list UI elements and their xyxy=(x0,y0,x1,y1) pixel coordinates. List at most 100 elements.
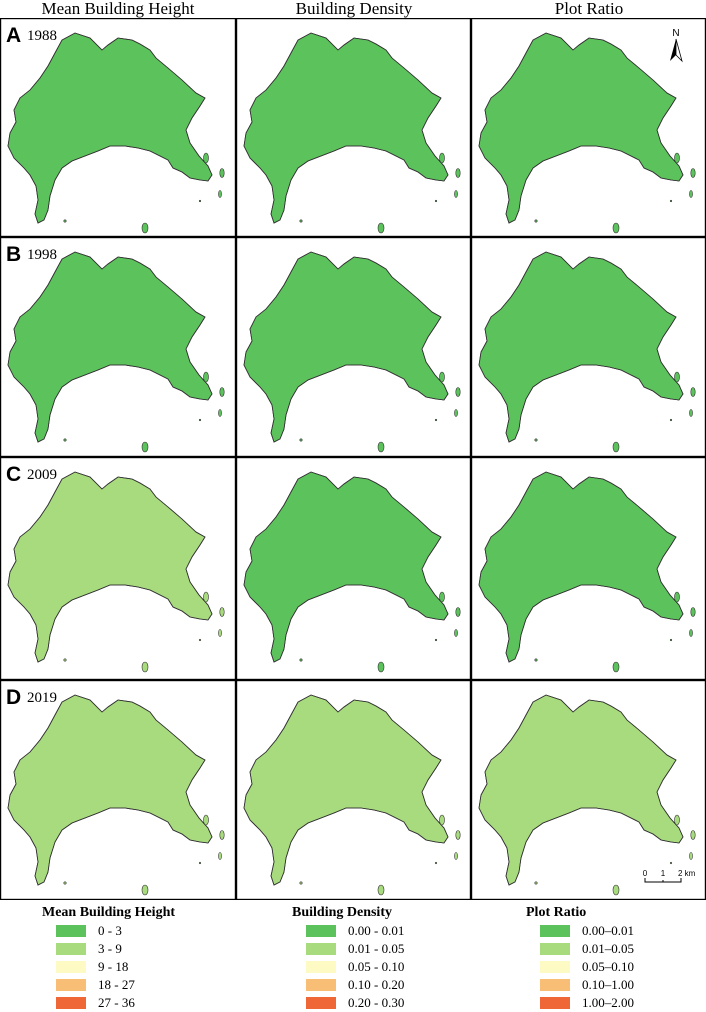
island xyxy=(689,629,693,637)
island xyxy=(198,199,202,203)
island xyxy=(690,607,696,617)
panel-frame xyxy=(471,679,706,900)
legend-item: 3 - 9 xyxy=(42,940,242,958)
legend-label: 0.00–0.01 xyxy=(582,923,634,938)
island xyxy=(377,884,385,896)
legend-label: 1.00–2.00 xyxy=(582,995,634,1010)
map-panel-1998-height xyxy=(7,251,225,453)
island xyxy=(198,418,202,422)
island xyxy=(377,661,385,673)
island xyxy=(455,607,461,617)
island xyxy=(669,638,673,642)
land-area xyxy=(243,251,449,443)
legend-item: 0 - 3 xyxy=(42,922,242,940)
island xyxy=(439,152,445,164)
legend-item: 0.00 - 0.01 xyxy=(292,922,472,940)
island xyxy=(455,830,461,840)
panel-frame xyxy=(236,457,472,681)
panel-frame xyxy=(236,679,472,900)
island xyxy=(439,814,445,826)
island xyxy=(455,387,461,397)
island xyxy=(534,219,538,223)
island xyxy=(63,219,67,223)
island xyxy=(299,658,303,662)
legend-item: 0.10–1.00 xyxy=(526,976,696,994)
island xyxy=(141,222,149,234)
legend-label: 0.05 - 0.10 xyxy=(348,959,405,974)
legend-swatch xyxy=(540,943,570,955)
legend-item: 18 - 27 xyxy=(42,976,242,994)
legend-label: 18 - 27 xyxy=(98,977,135,992)
legend-label: 27 - 36 xyxy=(98,995,135,1010)
row-year: 2009 xyxy=(27,467,57,483)
island xyxy=(141,441,149,453)
panel-frame xyxy=(236,237,472,458)
island xyxy=(534,438,538,442)
island xyxy=(219,168,225,178)
island xyxy=(434,199,438,203)
panel-frame xyxy=(471,237,706,458)
map-panel-2009-height xyxy=(7,471,225,673)
scale-label: 1 xyxy=(661,869,666,878)
island xyxy=(218,629,222,637)
map-panel-1988-ratio xyxy=(478,32,696,234)
legend-item: 0.05–0.10 xyxy=(526,958,696,976)
island xyxy=(454,852,458,860)
island xyxy=(439,371,445,383)
island xyxy=(203,152,209,164)
map-panel-1998-ratio xyxy=(478,251,696,453)
land-area xyxy=(478,32,684,224)
legend-swatch xyxy=(56,997,86,1009)
legend-swatch xyxy=(306,961,336,973)
island xyxy=(299,219,303,223)
scale-label: 2 km xyxy=(678,869,696,878)
island xyxy=(434,638,438,642)
map-panel-2019-density xyxy=(243,694,461,896)
island xyxy=(454,629,458,637)
legend-swatch xyxy=(306,943,336,955)
island xyxy=(218,190,222,198)
island xyxy=(377,441,385,453)
panel-frame xyxy=(0,457,237,681)
land-area xyxy=(7,471,213,663)
legend-building-density: Building Density 0.00 - 0.01 0.01 - 0.05… xyxy=(292,904,472,1012)
island xyxy=(218,852,222,860)
legend-swatch xyxy=(540,961,570,973)
legend-swatch xyxy=(306,997,336,1009)
legend-label: 0.10 - 0.20 xyxy=(348,977,405,992)
legend-title: Plot Ratio xyxy=(526,905,587,920)
map-panel-1998-density xyxy=(243,251,461,453)
island xyxy=(219,830,225,840)
scale-bar: 0 1 2 km xyxy=(643,869,696,883)
legend-item: 0.00–0.01 xyxy=(526,922,696,940)
map-panel-2019-height xyxy=(7,694,225,896)
island xyxy=(203,371,209,383)
panel-frame xyxy=(0,237,237,458)
land-area xyxy=(7,32,213,224)
column-title-mean-building-height: Mean Building Height xyxy=(41,0,195,18)
island xyxy=(689,852,693,860)
island xyxy=(141,661,149,673)
island xyxy=(218,409,222,417)
land-area xyxy=(243,471,449,663)
row-letter: D xyxy=(6,686,21,709)
island xyxy=(454,409,458,417)
legend-item: 1.00–2.00 xyxy=(526,994,696,1012)
island xyxy=(63,881,67,885)
legend-swatch xyxy=(540,925,570,937)
island xyxy=(198,861,202,865)
legend-item: 0.01–0.05 xyxy=(526,940,696,958)
island xyxy=(455,168,461,178)
land-area xyxy=(243,32,449,224)
panel-frame xyxy=(236,18,472,238)
island xyxy=(434,418,438,422)
island xyxy=(454,190,458,198)
land-area xyxy=(478,694,684,886)
island xyxy=(439,591,445,603)
island xyxy=(612,661,620,673)
island xyxy=(669,861,673,865)
row-letter: C xyxy=(6,463,21,486)
legend-label: 0.10–1.00 xyxy=(582,977,634,992)
island xyxy=(674,814,680,826)
legend-swatch xyxy=(306,925,336,937)
